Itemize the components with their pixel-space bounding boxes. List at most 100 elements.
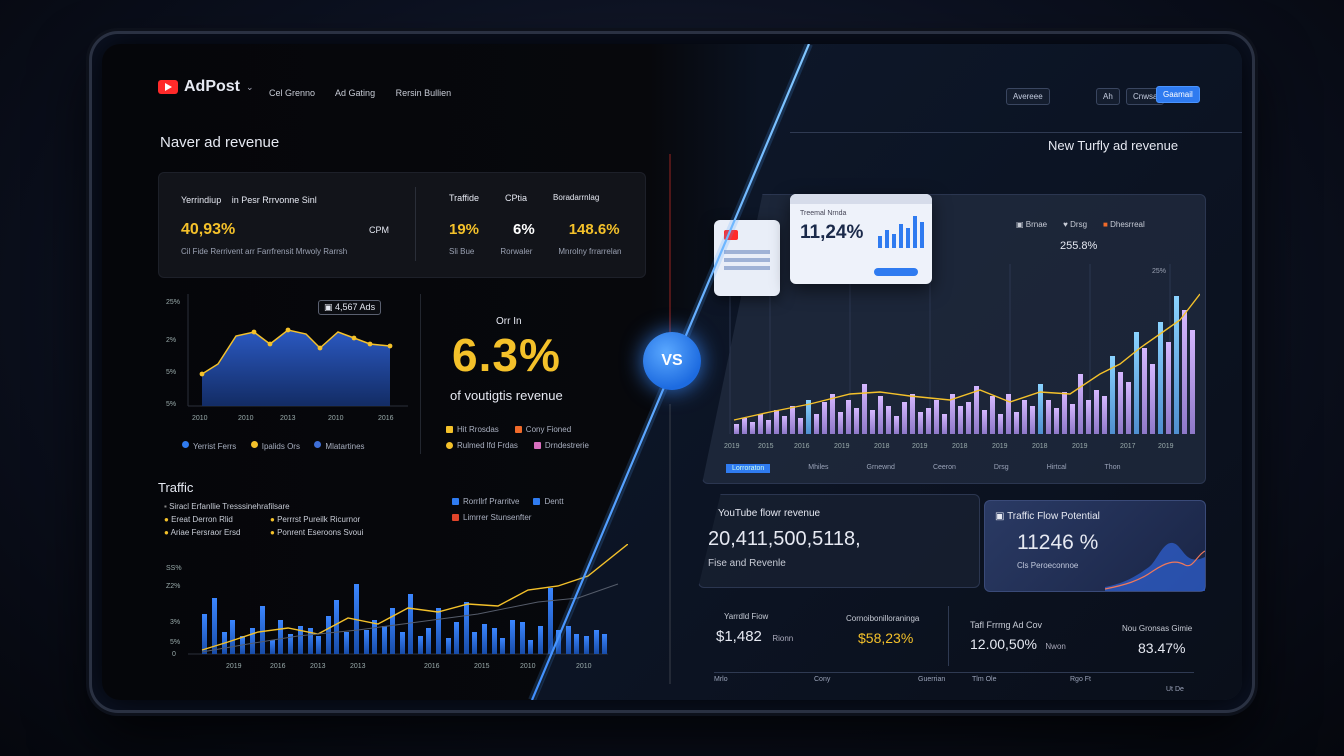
play-icon: [158, 80, 178, 94]
traffic-flow-caption: Cls Peroeconnoe: [1017, 561, 1079, 570]
right-nav-button-1[interactable]: Ah: [1096, 88, 1120, 105]
traffic-xtick-1: 2016: [270, 663, 286, 670]
kpi2-caption-2: Mnrolny frrarrelan: [558, 247, 622, 256]
right-nav-button-0[interactable]: Avereee: [1006, 88, 1050, 105]
traffic-xtick-3: 2013: [350, 663, 366, 670]
bottom-b-label: Cornoibonilloraninga: [846, 614, 920, 623]
traffic-flow-panel: ▣ Traffic Flow Potential 11246 % Cls Per…: [984, 500, 1206, 592]
right-bar-chart: 2019 2015 2016 2019 2018 2019 2018 2019 …: [724, 264, 1200, 450]
kpi2-header-0: Traffide: [449, 193, 480, 203]
traffic-list-1: Ereat Derron Rlid: [171, 515, 233, 524]
nav-item-0[interactable]: Cel Grenno: [269, 88, 316, 98]
right-nav-button-3[interactable]: Gaamail: [1156, 86, 1200, 103]
right-xtick-8: 2018: [1032, 443, 1048, 450]
traffic-xtick-2: 2013: [310, 663, 326, 670]
area-legend-2: Mlatartines: [325, 442, 365, 451]
traffic-list2-1: Ponrent Eseroons Svoui: [277, 528, 364, 537]
right-xtick-0: 2019: [724, 443, 740, 450]
right-page-title: New Turfly ad revenue: [1048, 138, 1179, 153]
area-legend: Yerrist Ferrs Ipalids Ors Mlatartines: [182, 436, 375, 454]
kpi2-values: 19% 6% 148.6%: [449, 221, 620, 238]
area-xtick-1: 2010: [238, 415, 254, 422]
nav-item-2[interactable]: Rersin Bullien: [395, 88, 452, 98]
kpi2-value-0: 19%: [449, 221, 480, 238]
traffic-flow-value: 11246 %: [1017, 531, 1099, 554]
bottom-xtick-4: Rgo Ft: [1070, 676, 1092, 683]
kpi2-caption-0: Sli Bue: [449, 247, 475, 256]
traffic-xtick-5: 2015: [474, 663, 490, 670]
kpi2-header-2: Boradarrnlag: [553, 193, 600, 202]
nav-item-1[interactable]: Ad Gating: [335, 88, 376, 98]
area-ytick-1: 2%: [166, 337, 176, 344]
traffic-legend-1: Dentt: [544, 497, 564, 506]
right-xtick-3: 2019: [834, 443, 850, 450]
right-line: [733, 293, 1200, 421]
area-legend-0: Yerrist Ferrs: [193, 442, 237, 451]
kpi2-captions: Sli Bue Rorwaler Mnrolny frrarrelan: [449, 247, 622, 256]
bottom-a-sub: Rionn: [772, 634, 794, 643]
bottom-xtick-0: Mrlo: [714, 676, 728, 683]
kpi1-subtitle: in Pesr Rrrvonne Sinl: [231, 195, 317, 205]
right-chart-header: ▣ Brnae ♥ Drsg ■ Dhesrreal: [1016, 220, 1145, 229]
footer-3[interactable]: Ceeron: [932, 464, 956, 471]
traffic-xtick-6: 2010: [520, 663, 536, 670]
bottom-c: 12.00,50% Nwon: [970, 636, 1066, 654]
big-stat-legend: Hit Rrosdas Cony Fioned Rulmed lfd Frdas D…: [446, 422, 646, 454]
big-stat-block: Orr In 6.3% of voutigtis revenue Hit Rro…: [442, 314, 642, 464]
traffic-ytick-2: 3%: [170, 619, 180, 626]
area-line: [201, 329, 391, 375]
big-legend-0: Hit Rrosdas: [457, 425, 499, 434]
chart-header-2: Dhesrreal: [1110, 220, 1145, 229]
chart-header-corner: 25%: [1152, 268, 1167, 275]
popup-card[interactable]: Treemal Nrnda 11,24%: [790, 194, 932, 284]
bottom-d-label: Nou Gronsas Gimie: [1122, 624, 1193, 633]
chart-header-1: Drsg: [1070, 220, 1088, 229]
right-xtick-2: 2016: [794, 443, 810, 450]
traffic-list2-0: Perrrst Pureilk Ricurnor: [277, 515, 361, 524]
area-xtick-2: 2013: [280, 415, 296, 422]
right-xtick-10: 2017: [1120, 443, 1136, 450]
bottom-xtick-1: Cony: [814, 676, 831, 683]
right-xtick-5: 2019: [912, 443, 928, 450]
bottom-c-sub: Nwon: [1045, 642, 1066, 651]
area-legend-1: Ipalids Ors: [261, 442, 300, 451]
traffic-ytick-1: Z2%: [166, 583, 180, 590]
kpi1-tag: CPM: [369, 225, 389, 235]
flow-icon: ▣: [995, 511, 1005, 522]
kpi1-caption: Cil Fide Rerrivent arr Farrfrensit Mrwol…: [181, 247, 348, 256]
footer-4[interactable]: Drsg: [993, 464, 1009, 471]
right-xtick-11: 2019: [1158, 443, 1174, 450]
mini-card[interactable]: [714, 220, 780, 296]
chevron-down-icon[interactable]: ⌄: [246, 81, 254, 92]
traffic-list-2: Ariae Fersraor Ersd: [170, 528, 241, 537]
traffic-legend-2: Limrrer Stunsenfter: [463, 513, 532, 522]
kpi2-value-2: 148.6%: [568, 221, 620, 238]
area-ytick-2: 5%: [166, 369, 176, 376]
right-xtick-6: 2018: [952, 443, 968, 450]
area-fill: [202, 330, 390, 406]
brand-logo[interactable]: AdPost ⌄: [158, 78, 254, 96]
footer-0[interactable]: Lorroraton: [726, 464, 771, 473]
youtube-caption: Fise and Revenle: [708, 558, 786, 569]
big-stat-caption: of voutigtis revenue: [450, 388, 563, 403]
big-stat-value: 6.3%: [452, 329, 561, 381]
right-chart-footer: Lorroraton Mhiles Grnewnd Ceeron Drsg Hi…: [726, 464, 1121, 473]
bottom-a-value: $1,482: [716, 628, 762, 645]
traffic-ytick-4: 0: [172, 651, 176, 658]
footer-5[interactable]: Hirtcal: [1046, 464, 1067, 471]
kpi2-headers: Traffide CPtia Boradarrnlag: [449, 193, 599, 203]
vs-badge: VS: [643, 332, 701, 390]
area-ytick-3: 5%: [166, 401, 176, 408]
footer-6[interactable]: Thon: [1104, 464, 1121, 471]
traffic-flow-wave: [1105, 542, 1205, 591]
popup-value: 11,24%: [800, 222, 864, 243]
footer-2[interactable]: Grnewnd: [866, 464, 895, 471]
traffic-line: [201, 544, 628, 651]
traffic-bar-chart: SS% Z2% 3% 5% 0 2019 2016 2013 2013 2016…: [166, 544, 628, 670]
footer-1[interactable]: Mhiles: [808, 464, 829, 471]
area-badge: ▣ 4,567 Ads: [318, 300, 382, 315]
right-xtick-4: 2018: [874, 443, 890, 450]
traffic-xtick-4: 2016: [424, 663, 440, 670]
big-legend-1: Cony Fioned: [525, 425, 572, 434]
kpi1-value: 40,93%: [181, 221, 236, 238]
